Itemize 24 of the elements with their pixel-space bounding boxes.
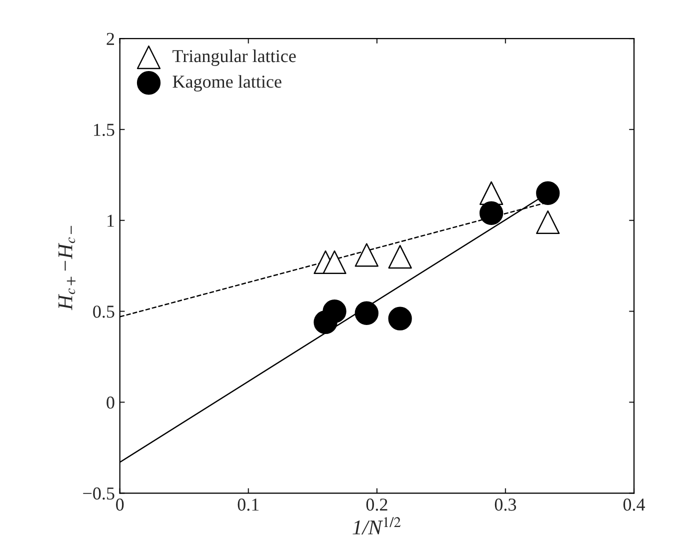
y-tick-label: 0.5 — [93, 306, 114, 318]
y-tick-label: 0 — [106, 396, 114, 409]
x-tick-label: 0 — [116, 498, 124, 511]
point — [388, 244, 412, 269]
x-tick-label: 0.4 — [623, 498, 646, 511]
point — [536, 210, 560, 234]
point — [388, 306, 412, 330]
point — [322, 250, 346, 274]
point — [354, 301, 378, 325]
x-tick-label: 0.3 — [494, 498, 516, 511]
y-tick-label: 1.5 — [94, 124, 114, 136]
y-tick-label: −0.5 — [83, 487, 114, 500]
point — [322, 299, 346, 324]
legend-label: Triangular lattice — [172, 50, 296, 66]
y-tick-label: 2 — [106, 32, 114, 45]
x-axis-title: 1/N$^{1/2}$ — [352, 517, 401, 535]
point — [480, 201, 504, 225]
x-tick-label: 0.1 — [238, 498, 259, 511]
point — [536, 181, 560, 205]
legend-label: Kagome lattice — [172, 75, 282, 92]
y-tick-label: 1 — [108, 214, 114, 227]
point — [354, 243, 378, 267]
x-tick-label: 0.2 — [366, 498, 388, 511]
y-axis-title: H$_{c+}$−H$_{c−}$ — [58, 226, 76, 310]
